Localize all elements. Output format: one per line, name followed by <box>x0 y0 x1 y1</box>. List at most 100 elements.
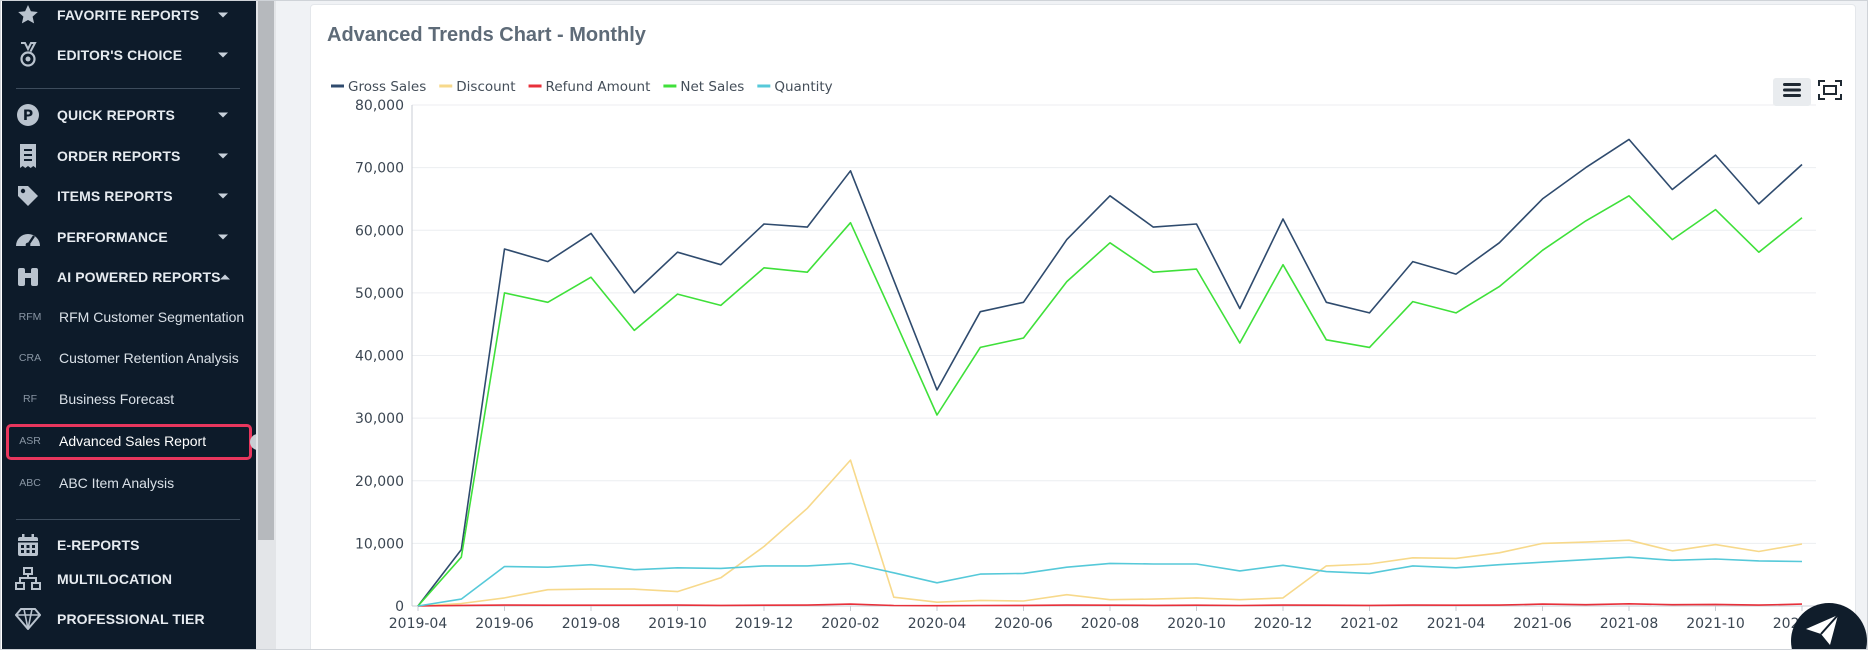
chart-series <box>417 138 1803 607</box>
y-tick-label: 60,000 <box>355 223 404 239</box>
sidebar-item-ai-powered-reports[interactable]: AI POWERED REPORTS <box>2 260 256 294</box>
chevron-down-icon <box>218 12 228 18</box>
divider <box>16 88 240 89</box>
scrollbar-thumb[interactable] <box>258 0 274 540</box>
x-tick-label: 2020-06 <box>994 616 1053 632</box>
x-tick-label: 2020-10 <box>1167 616 1226 632</box>
divider <box>16 519 240 520</box>
bottom-bar <box>0 650 1870 665</box>
chart-menu-button[interactable] <box>1773 78 1811 106</box>
paper-plane-icon <box>1806 613 1840 653</box>
y-tick-label: 40,000 <box>355 349 404 365</box>
svg-text:P: P <box>23 108 33 124</box>
sidebar-item-label: MULTILOCATION <box>57 571 173 587</box>
sidebar-subitem-abbr: RFM <box>18 311 42 323</box>
series-line-refund-amount <box>417 602 1803 607</box>
sidebar-item-professional-tier[interactable]: PROFESSIONAL TIER <box>2 602 256 636</box>
sidebar-subitem-label: Business Forecast <box>59 391 175 407</box>
medal-icon <box>14 41 42 69</box>
legend-label: Gross Sales <box>348 79 426 95</box>
chevron-down-icon <box>218 52 228 58</box>
x-tick-label: 2021-10 <box>1686 616 1745 632</box>
x-tick-label: 2020-12 <box>1254 616 1313 632</box>
y-tick-label: 80,000 <box>355 98 404 114</box>
sidebar-subitem-rf[interactable]: RF Business Forecast <box>2 382 256 416</box>
chevron-up-icon <box>220 274 230 280</box>
x-axis: 2019-04 2019-06 2019-08 2019-10 2019-12 2020-… <box>389 606 1831 632</box>
chevron-down-icon <box>218 193 228 199</box>
x-tick-label: 2021-08 <box>1600 616 1659 632</box>
sidebar-item-label: E-REPORTS <box>57 537 140 553</box>
active-indicator <box>250 434 258 450</box>
y-tick-label: 30,000 <box>355 411 404 427</box>
sidebar-subitem-abbr: RF <box>23 393 37 405</box>
fullscreen-button[interactable] <box>1814 78 1846 106</box>
sidebar-item-e-reports[interactable]: E-REPORTS <box>2 528 256 562</box>
legend-item[interactable]: Gross Sales <box>331 79 426 95</box>
x-tick-label: 2020-08 <box>1081 616 1140 632</box>
sidebar-item-label: PERFORMANCE <box>57 229 168 245</box>
chevron-down-icon <box>218 234 228 240</box>
sidebar-item-order-reports[interactable]: ORDER REPORTS <box>2 139 256 173</box>
gauge-icon <box>14 223 42 251</box>
fullscreen-icon <box>1818 79 1842 105</box>
sidebar-subitem-label: Advanced Sales Report <box>59 433 207 449</box>
sidebar-item-performance[interactable]: PERFORMANCE <box>2 220 256 254</box>
x-tick-label: 2021-02 <box>1340 616 1399 632</box>
sidebar-subitem-label: ABC Item Analysis <box>59 475 175 491</box>
sidebar-item-label: PROFESSIONAL TIER <box>57 611 205 627</box>
chart-legend: Gross Sales Discount Refund Amount Net Sale… <box>331 79 833 95</box>
series-line-gross-sales <box>417 138 1803 607</box>
legend-item[interactable]: Net Sales <box>663 79 744 95</box>
x-tick-label: 2019-04 <box>389 616 448 632</box>
x-tick-label: 2021-06 <box>1513 616 1572 632</box>
y-tick-label: 0 <box>395 599 404 615</box>
x-tick-label: 2021-04 <box>1427 616 1486 632</box>
p-circle-icon: P <box>14 101 42 129</box>
sidebar-item-label: EDITOR'S CHOICE <box>57 47 183 63</box>
trends-chart: 0 10,000 20,000 30,000 40,000 50,000 60,000 70,… <box>331 79 1831 632</box>
legend-label: Refund Amount <box>546 79 651 95</box>
sidebar-item-label: QUICK REPORTS <box>57 107 175 123</box>
legend-label: Discount <box>456 79 515 95</box>
chevron-down-icon <box>218 153 228 159</box>
tag-icon <box>14 182 42 210</box>
sidebar: FAVORITE REPORTS EDITOR'S CHOICE P QUICK… <box>2 0 256 650</box>
sidebar-item-editors-choice[interactable]: EDITOR'S CHOICE <box>2 38 256 72</box>
chart-grid <box>412 104 1816 607</box>
sidebar-item-label: ORDER REPORTS <box>57 148 181 164</box>
legend-item[interactable]: Refund Amount <box>528 79 651 95</box>
sidebar-subitem-cra[interactable]: CRA Customer Retention Analysis <box>2 341 256 375</box>
series-line-quantity <box>417 556 1803 607</box>
sidebar-subitem-abbr: ASR <box>19 435 41 447</box>
binoculars-icon <box>14 263 42 291</box>
x-tick-label: 2020-02 <box>821 616 880 632</box>
y-tick-label: 10,000 <box>355 536 404 552</box>
card-title: Advanced Trends Chart - Monthly <box>327 24 646 46</box>
sidebar-subitem-abc[interactable]: ABC ABC Item Analysis <box>2 466 256 500</box>
sidebar-subitem-asr[interactable]: ASR Advanced Sales Report <box>2 424 256 460</box>
calendar-icon <box>14 531 42 559</box>
sidebar-item-label: ITEMS REPORTS <box>57 188 173 204</box>
legend-item[interactable]: Quantity <box>757 79 833 95</box>
sidebar-subitem-abbr: CRA <box>18 352 42 364</box>
sidebar-item-quick-reports[interactable]: P QUICK REPORTS <box>2 98 256 132</box>
sidebar-item-items-reports[interactable]: ITEMS REPORTS <box>2 179 256 213</box>
chart-card <box>310 4 1856 656</box>
receipt-icon <box>14 142 42 170</box>
x-tick-label: 2019-12 <box>735 616 794 632</box>
sidebar-item-favorite-reports[interactable]: FAVORITE REPORTS <box>2 0 256 32</box>
y-tick-label: 70,000 <box>355 161 404 177</box>
chevron-down-icon <box>218 112 228 118</box>
sidebar-subitem-rfm[interactable]: RFM RFM Customer Segmentation <box>2 300 256 334</box>
hamburger-icon <box>1783 82 1801 103</box>
sidebar-item-multilocation[interactable]: MULTILOCATION <box>2 562 256 596</box>
legend-item[interactable]: Discount <box>439 79 516 95</box>
sidebar-subitem-label: Customer Retention Analysis <box>59 350 239 366</box>
star-icon <box>14 1 42 29</box>
sidebar-subitem-label: RFM Customer Segmentation <box>59 309 245 325</box>
sitemap-icon <box>14 565 42 593</box>
series-line-net-sales <box>417 195 1803 607</box>
series-line-discount <box>417 459 1803 607</box>
